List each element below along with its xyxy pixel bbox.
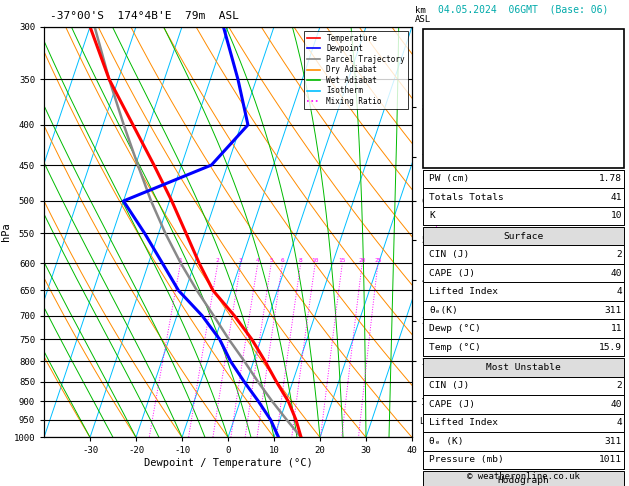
Text: 20: 20 bbox=[359, 258, 366, 263]
Y-axis label: hPa: hPa bbox=[1, 223, 11, 242]
Text: 4: 4 bbox=[256, 258, 260, 263]
Text: 15: 15 bbox=[338, 258, 346, 263]
Text: 4: 4 bbox=[616, 287, 622, 296]
Text: 5: 5 bbox=[269, 258, 273, 263]
Text: 311: 311 bbox=[605, 306, 622, 314]
Text: Lifted Index: Lifted Index bbox=[429, 418, 498, 427]
Text: Totals Totals: Totals Totals bbox=[429, 193, 504, 202]
Text: θₑ (K): θₑ (K) bbox=[429, 437, 464, 446]
Text: 2: 2 bbox=[216, 258, 220, 263]
Text: 15.9: 15.9 bbox=[599, 343, 622, 351]
Text: LCL: LCL bbox=[420, 417, 435, 426]
Text: 1.78: 1.78 bbox=[599, 174, 622, 183]
Text: CIN (J): CIN (J) bbox=[429, 382, 469, 390]
Text: km
ASL: km ASL bbox=[415, 6, 431, 24]
Legend: Temperature, Dewpoint, Parcel Trajectory, Dry Adiabat, Wet Adiabat, Isotherm, Mi: Temperature, Dewpoint, Parcel Trajectory… bbox=[304, 31, 408, 109]
Text: 3: 3 bbox=[239, 258, 243, 263]
Text: θₑ(K): θₑ(K) bbox=[429, 306, 458, 314]
Text: Mixing Ratio (g/kg): Mixing Ratio (g/kg) bbox=[431, 181, 440, 283]
Text: 2: 2 bbox=[616, 382, 622, 390]
Text: Pressure (mb): Pressure (mb) bbox=[429, 455, 504, 464]
Text: 4: 4 bbox=[616, 418, 622, 427]
Text: ☆: ☆ bbox=[480, 129, 489, 139]
Text: 04.05.2024  06GMT  (Base: 06): 04.05.2024 06GMT (Base: 06) bbox=[438, 5, 608, 15]
Text: 41: 41 bbox=[611, 193, 622, 202]
Text: © weatheronline.co.uk: © weatheronline.co.uk bbox=[467, 472, 580, 481]
Text: CIN (J): CIN (J) bbox=[429, 250, 469, 259]
Text: 6: 6 bbox=[281, 258, 284, 263]
Text: 1011: 1011 bbox=[599, 455, 622, 464]
Text: 25: 25 bbox=[374, 258, 382, 263]
Text: Temp (°C): Temp (°C) bbox=[429, 343, 481, 351]
Text: kt: kt bbox=[446, 31, 456, 39]
Text: -37°00'S  174°4B'E  79m  ASL: -37°00'S 174°4B'E 79m ASL bbox=[50, 11, 239, 21]
Text: 10: 10 bbox=[611, 211, 622, 220]
Text: Lifted Index: Lifted Index bbox=[429, 287, 498, 296]
X-axis label: Dewpoint / Temperature (°C): Dewpoint / Temperature (°C) bbox=[143, 458, 313, 468]
Text: K: K bbox=[429, 211, 435, 220]
Text: 40: 40 bbox=[611, 400, 622, 409]
Text: Surface: Surface bbox=[503, 232, 543, 241]
Text: 40: 40 bbox=[611, 269, 622, 278]
Text: 11: 11 bbox=[611, 324, 622, 333]
Text: Most Unstable: Most Unstable bbox=[486, 363, 560, 372]
Text: 8: 8 bbox=[299, 258, 303, 263]
Text: 311: 311 bbox=[605, 437, 622, 446]
Text: 2: 2 bbox=[616, 250, 622, 259]
Text: Dewp (°C): Dewp (°C) bbox=[429, 324, 481, 333]
Text: Hodograph: Hodograph bbox=[498, 476, 549, 485]
Text: ☆: ☆ bbox=[497, 116, 506, 125]
Text: PW (cm): PW (cm) bbox=[429, 174, 469, 183]
Text: 1: 1 bbox=[179, 258, 182, 263]
Text: CAPE (J): CAPE (J) bbox=[429, 400, 475, 409]
Text: 10: 10 bbox=[311, 258, 319, 263]
Text: CAPE (J): CAPE (J) bbox=[429, 269, 475, 278]
